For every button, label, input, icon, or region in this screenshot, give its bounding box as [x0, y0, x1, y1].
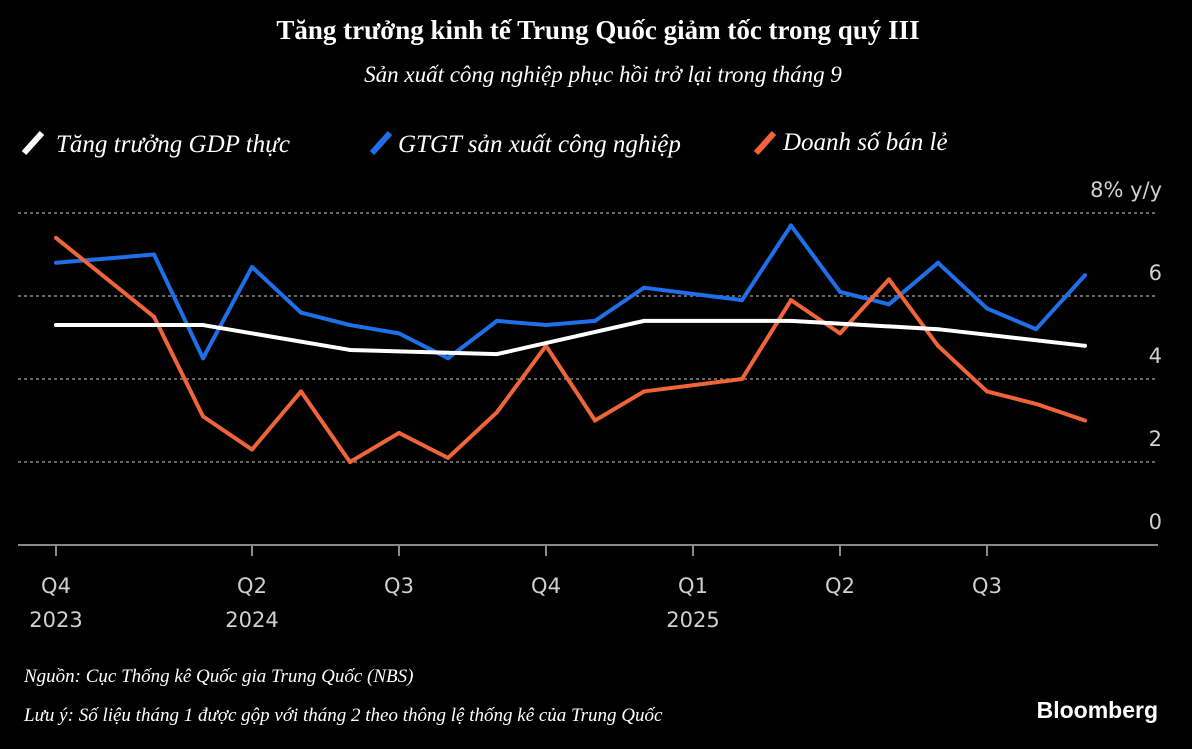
- data-point: [887, 277, 891, 282]
- data-point: [1083, 418, 1087, 423]
- data-point: [299, 310, 303, 315]
- data-point: [936, 260, 940, 265]
- data-point: [54, 235, 58, 240]
- bloomberg-logo: Bloomberg: [1037, 697, 1158, 723]
- y-tick-label: 6: [1149, 261, 1162, 285]
- x-tick-year: 2025: [666, 608, 719, 632]
- data-point: [985, 389, 989, 394]
- data-point: [348, 347, 352, 352]
- data-point: [54, 260, 58, 265]
- data-point: [1083, 273, 1087, 278]
- data-point: [1034, 401, 1038, 406]
- legend-swatch-gdp: [21, 130, 45, 156]
- data-point: [348, 323, 352, 328]
- grid: 8% y/y 6 4 2 0: [18, 178, 1162, 546]
- data-point: [152, 314, 156, 319]
- data-point: [887, 302, 891, 307]
- data-point: [397, 331, 401, 336]
- x-tick-label: Q4: [41, 574, 71, 598]
- data-point: [495, 410, 499, 415]
- legend-swatch-retail: [753, 130, 777, 156]
- data-point: [250, 447, 254, 452]
- data-point: [1034, 327, 1038, 332]
- data-point: [446, 356, 450, 361]
- data-point: [54, 323, 58, 328]
- data-point: [936, 343, 940, 348]
- data-point: [299, 389, 303, 394]
- series-line-industrial: [55, 223, 1087, 361]
- data-point: [740, 377, 744, 381]
- x-tick-label: Q2: [237, 574, 267, 598]
- x-tick-year: 2024: [225, 608, 278, 632]
- data-point: [446, 455, 450, 460]
- data-point: [985, 306, 989, 311]
- data-point: [593, 318, 597, 323]
- y-tick-label: 4: [1149, 344, 1162, 368]
- data-point: [838, 289, 842, 294]
- legend-swatch-industrial: [369, 130, 393, 156]
- data-point: [789, 298, 793, 303]
- data-point: [642, 318, 646, 323]
- data-point: [397, 430, 401, 435]
- data-point: [936, 327, 940, 332]
- legend-label-industrial: GTGT sản xuất công nghiệp: [398, 131, 681, 158]
- data-point: [544, 323, 548, 328]
- data-point: [495, 352, 499, 357]
- x-tick-label: Q2: [825, 574, 855, 598]
- y-tick-label: 8% y/y: [1090, 178, 1162, 202]
- data-point: [642, 285, 646, 290]
- x-tick-label: Q1: [678, 574, 708, 598]
- y-tick-label: 2: [1149, 427, 1162, 451]
- data-point: [1083, 343, 1087, 348]
- y-tick-label: 0: [1149, 510, 1162, 534]
- data-point: [201, 414, 205, 419]
- data-point: [789, 223, 793, 228]
- series-line-gdp: [56, 318, 1086, 357]
- data-point: [201, 356, 205, 361]
- x-tick-year: 2023: [29, 608, 82, 632]
- series-lines: [54, 223, 1087, 464]
- data-point: [152, 252, 156, 257]
- chart-title: Tăng trưởng kinh tế Trung Quốc giảm tốc …: [276, 15, 919, 45]
- data-point: [201, 323, 205, 328]
- x-tick-label: Q3: [384, 574, 414, 598]
- x-axis: Q4 2023 Q2 2024 Q3 Q4 Q1 2025 Q2 Q3: [29, 545, 1002, 632]
- footnote: Lưu ý: Số liệu tháng 1 được gộp với thán…: [23, 705, 663, 726]
- legend-label-retail: Doanh số bán lẻ: [782, 129, 948, 156]
- x-tick-label: Q3: [972, 574, 1002, 598]
- source-note: Nguồn: Cục Thống kê Quốc gia Trung Quốc …: [23, 666, 413, 687]
- data-point: [250, 264, 254, 269]
- legend: Tăng trưởng GDP thực GTGT sản xuất công …: [21, 129, 948, 158]
- x-tick-label: Q4: [531, 574, 561, 598]
- data-point: [838, 331, 842, 336]
- legend-label-gdp: Tăng trưởng GDP thực: [56, 131, 290, 158]
- data-point: [593, 418, 597, 423]
- data-point: [740, 298, 744, 303]
- data-point: [495, 318, 499, 323]
- series-line-retail: [54, 236, 1086, 464]
- data-point: [348, 460, 352, 464]
- data-point: [642, 389, 646, 394]
- chart-subtitle: Sản xuất công nghiệp phục hồi trở lại tr…: [364, 62, 842, 87]
- data-point: [789, 318, 793, 323]
